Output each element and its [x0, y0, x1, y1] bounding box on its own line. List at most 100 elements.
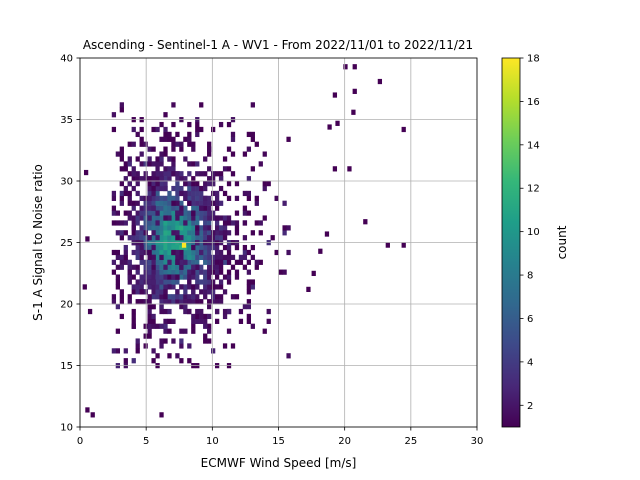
heatmap-cell: [187, 274, 192, 280]
heatmap-cell: [218, 299, 224, 305]
heatmap-cell: [131, 284, 136, 290]
heatmap-outlier-cell: [347, 166, 352, 172]
heatmap-cell: [143, 299, 148, 305]
heatmap-cell: [187, 299, 192, 305]
heatmap-cell: [155, 254, 160, 261]
heatmap-cell: [143, 274, 148, 280]
heatmap-cell: [155, 323, 160, 329]
heatmap-cell: [195, 225, 200, 231]
heatmap-cell: [151, 269, 156, 275]
heatmap-cell: [195, 299, 200, 305]
heatmap-cell: [207, 230, 212, 236]
heatmap-cell: [159, 161, 164, 167]
heatmap-cell: [167, 254, 172, 261]
heatmap-cell: [207, 205, 212, 211]
heatmap-cell: [139, 254, 144, 261]
heatmap-cell: [123, 185, 128, 192]
heatmap-cell: [191, 254, 196, 261]
heatmap-cell: [163, 289, 168, 295]
heatmap-cell: [214, 299, 220, 305]
heatmap-cell: [123, 358, 128, 364]
heatmap-cell: [127, 269, 132, 275]
heatmap-cell: [155, 126, 160, 133]
heatmap-cell: [179, 171, 184, 177]
heatmap-cell: [214, 274, 220, 280]
heatmap-cell: [139, 249, 144, 256]
heatmap-cell: [179, 215, 184, 221]
heatmap-cell: [179, 225, 184, 231]
heatmap-cell: [222, 235, 228, 241]
heatmap-cell: [191, 195, 196, 201]
heatmap-cell: [143, 244, 148, 251]
heatmap-cell: [147, 156, 152, 162]
heatmap-cell: [115, 210, 120, 216]
heatmap-cell: [207, 328, 212, 334]
heatmap-cell: [147, 215, 152, 221]
heatmap-outlier-cell: [85, 407, 90, 413]
heatmap-cell: [111, 259, 117, 265]
heatmap-cell: [246, 318, 252, 324]
heatmap-cell: [199, 299, 204, 305]
heatmap-cell: [119, 107, 124, 113]
heatmap-cell: [207, 274, 212, 280]
heatmap-cell: [222, 230, 228, 236]
heatmap-cell: [155, 220, 160, 226]
heatmap-cell: [242, 190, 248, 197]
heatmap-cell: [211, 126, 216, 133]
heatmap-cell: [139, 284, 144, 290]
heatmap-cell: [211, 210, 216, 216]
heatmap-cell: [191, 274, 196, 280]
heatmap-cell: [159, 304, 164, 310]
heatmap-cell: [111, 220, 117, 226]
heatmap-cell: [195, 190, 200, 197]
heatmap-cell: [147, 146, 152, 152]
heatmap-cell: [214, 195, 220, 201]
heatmap-cell: [214, 259, 220, 265]
heatmap-cell: [242, 210, 248, 216]
heatmap-cell: [191, 318, 196, 324]
heatmap-cell: [179, 294, 184, 300]
heatmap-cell: [171, 195, 176, 201]
heatmap-cell: [191, 323, 196, 329]
heatmap-cell: [183, 284, 188, 290]
heatmap-cell: [143, 333, 148, 339]
heatmap-cell: [183, 304, 188, 310]
heatmap-cell: [218, 279, 224, 285]
heatmap-cell: [203, 195, 208, 201]
heatmap-cell: [246, 176, 252, 182]
heatmap-cell: [214, 190, 220, 197]
heatmap-cell: [175, 190, 180, 197]
heatmap-cell: [163, 171, 168, 177]
heatmap-cell: [195, 244, 200, 251]
heatmap-cell: [191, 205, 196, 211]
heatmap-cell: [171, 269, 176, 275]
heatmap-cell: [199, 308, 204, 315]
heatmap-cell: [111, 299, 117, 305]
heatmap-cell: [147, 304, 152, 310]
heatmap-cell: [147, 190, 152, 197]
heatmap-cell: [171, 264, 176, 270]
heatmap-cell: [195, 249, 200, 256]
heatmap-cell: [218, 185, 224, 192]
heatmap-cell: [143, 289, 148, 295]
heatmap-cell: [155, 225, 160, 231]
heatmap-cell: [111, 210, 117, 216]
heatmap-cell: [135, 348, 140, 354]
heatmap-cell: [163, 308, 168, 315]
heatmap-cell: [159, 323, 164, 329]
heatmap-cell: [135, 299, 140, 305]
heatmap-cell: [167, 299, 172, 305]
heatmap-cell: [155, 200, 160, 206]
heatmap-cell: [119, 235, 124, 241]
heatmap-cell: [159, 279, 164, 285]
heatmap-outlier-cell: [324, 231, 330, 237]
heatmap-cell: [175, 210, 180, 216]
heatmap-cell: [147, 161, 152, 167]
heatmap-cell: [203, 313, 208, 320]
heatmap-cell: [111, 126, 117, 133]
heatmap-cell: [187, 230, 192, 236]
heatmap-cell: [139, 176, 144, 182]
heatmap-cell: [242, 244, 248, 251]
heatmap-cell: [203, 249, 208, 256]
heatmap-cell: [258, 230, 263, 236]
